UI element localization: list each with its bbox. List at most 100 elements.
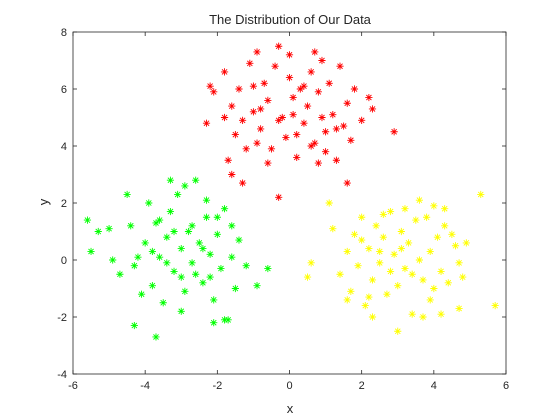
data-point [206, 273, 214, 281]
data-point [426, 247, 434, 256]
data-point [347, 136, 355, 144]
data-point [130, 321, 138, 330]
data-point [87, 247, 95, 256]
data-point [134, 253, 142, 261]
data-point [462, 239, 470, 247]
data-point [358, 236, 366, 244]
x-axis-label: x [287, 401, 294, 416]
data-point [105, 225, 113, 233]
data-point [430, 284, 438, 293]
data-point [220, 68, 229, 76]
data-point [404, 239, 413, 247]
data-point [152, 219, 160, 227]
data-point [368, 313, 377, 321]
data-point [372, 222, 380, 230]
data-point [249, 108, 258, 116]
data-point [318, 56, 326, 65]
y-tick-label: 0 [61, 255, 67, 267]
data-point [202, 213, 211, 221]
plot-marks [83, 42, 499, 341]
data-point [300, 119, 308, 127]
data-point [415, 196, 423, 204]
data-point [181, 287, 189, 295]
data-point [332, 156, 341, 164]
data-point [379, 233, 387, 241]
data-point [347, 287, 355, 295]
data-point [192, 270, 200, 278]
data-point [433, 233, 442, 241]
data-point [390, 128, 398, 136]
data-point [177, 307, 185, 315]
data-point [260, 79, 268, 87]
data-point [166, 176, 175, 184]
data-point [394, 327, 402, 335]
data-point [228, 222, 236, 230]
data-point [177, 273, 185, 281]
x-tick-label: 4 [431, 380, 437, 392]
data-point [307, 142, 315, 150]
data-point [253, 282, 261, 290]
data-point [361, 302, 369, 310]
data-point [206, 250, 214, 258]
data-point [94, 227, 102, 236]
data-point [181, 182, 189, 190]
y-tick-label: -4 [57, 369, 67, 381]
data-point [177, 245, 185, 253]
data-point [455, 304, 463, 313]
data-point [300, 82, 308, 90]
data-point [224, 316, 232, 324]
data-point [163, 259, 171, 267]
data-point [156, 253, 164, 261]
data-point [83, 216, 92, 224]
chart-title: The Distribution of Our Data [209, 12, 372, 27]
data-point [397, 227, 405, 236]
data-point [307, 259, 315, 267]
data-point [358, 116, 366, 124]
data-point [253, 139, 261, 147]
data-point [289, 111, 297, 119]
data-point [293, 131, 301, 139]
data-point [242, 262, 250, 270]
x-tick-label: 0 [286, 380, 292, 392]
data-point [188, 259, 196, 267]
data-point [202, 119, 211, 127]
data-point [358, 213, 366, 221]
data-point [289, 93, 297, 102]
data-point [170, 267, 178, 275]
data-point [401, 205, 409, 213]
data-point [332, 125, 341, 133]
data-point [282, 133, 290, 142]
data-point [199, 245, 207, 253]
x-tick-label: -4 [140, 380, 150, 392]
data-point [166, 207, 175, 216]
data-point [451, 242, 460, 250]
data-point [148, 247, 156, 256]
data-point [296, 85, 304, 93]
data-point [231, 131, 239, 139]
data-point [123, 190, 131, 199]
data-point [336, 270, 344, 278]
data-point [303, 102, 312, 110]
data-point [170, 227, 178, 236]
data-point [278, 113, 286, 122]
data-point [220, 205, 229, 213]
data-point [419, 313, 427, 321]
data-point [199, 279, 207, 287]
data-point [285, 74, 294, 82]
data-point [325, 79, 333, 87]
data-point [184, 227, 193, 236]
x-tick-label: 6 [503, 380, 509, 392]
data-point [329, 111, 337, 119]
data-point [343, 247, 351, 256]
data-point [365, 93, 373, 102]
data-point [325, 199, 333, 207]
data-point [426, 296, 434, 304]
data-point [397, 245, 405, 253]
data-point [275, 42, 283, 50]
data-point [408, 270, 416, 278]
data-point [329, 225, 337, 233]
data-point [264, 159, 272, 167]
data-point [386, 267, 395, 275]
